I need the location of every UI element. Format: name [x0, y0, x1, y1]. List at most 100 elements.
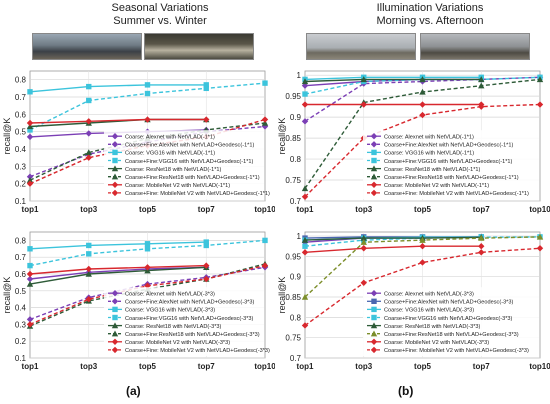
seasonal-chart-1x1: 0.1 0.2 0.3 0.4 0.5 0.6 0.7 0.8 top1 top3 top5 top7…: [2, 70, 275, 214]
data-point: [536, 233, 544, 240]
legend-entry: Coarse+Fine:VGG16 with NetVLAD+Geodesc(-…: [125, 316, 254, 322]
data-point: [85, 154, 92, 161]
data-point: [26, 280, 34, 287]
series-line: [29, 84, 207, 93]
data-point: [203, 242, 209, 249]
data-point: [301, 249, 309, 256]
legend-entry: Coarse: ResNet18 with NetVLAD(-1*1): [125, 167, 222, 173]
data-point: [144, 116, 151, 123]
x-tick-label: top5: [414, 362, 431, 371]
data-point: [26, 123, 34, 130]
series-line: [29, 266, 207, 285]
data-point: [203, 116, 210, 123]
data-point: [261, 123, 269, 130]
legend-entry: Coarse+Fine:VGG16 with NetVLAD+Geodesc(-…: [384, 316, 513, 322]
data-point: [26, 133, 34, 141]
series-line: [29, 125, 266, 178]
morning-photo-thumbnail: [306, 33, 416, 60]
data-point: [419, 76, 426, 83]
legend-swatch-marker: [111, 133, 119, 140]
y-axis-label: recall@K: [2, 277, 12, 314]
legend-entry: Coarse: VGG16 with NetVLAD(-1*1): [384, 151, 474, 157]
x-tick-label: top5: [139, 362, 156, 371]
legend-entry: Coarse+Fine:ResNet18 with NetVLAD+Geodes…: [384, 332, 519, 338]
series-line: [29, 264, 207, 275]
data-point: [86, 251, 92, 257]
data-point: [261, 119, 269, 126]
data-point: [478, 234, 485, 241]
data-point: [85, 265, 92, 273]
illumination-chart-3x3: 0.7 0.75 0.8 0.85 0.9 0.95 1 top1 top3 top5 top7 to…: [277, 231, 550, 371]
legend-entry: Coarse: MobileNet V2 with NetVLAD(-3*3): [125, 340, 230, 346]
data-point: [301, 322, 309, 329]
legend-swatch-marker: [371, 306, 377, 313]
legend-swatch-marker: [370, 133, 378, 140]
y-tick-label: 1: [297, 232, 302, 241]
data-point: [27, 262, 33, 269]
y-tick-label: 0.6: [15, 270, 27, 279]
data-point: [478, 243, 485, 250]
x-tick-label: top5: [139, 205, 156, 214]
data-point: [144, 282, 151, 289]
series-line: [304, 76, 482, 81]
legend-swatch-marker: [111, 346, 119, 354]
data-point: [86, 242, 92, 249]
y-tick-label: 0.95: [285, 92, 301, 101]
data-point: [301, 236, 309, 243]
series-line: [304, 245, 482, 253]
legend-swatch-marker: [370, 181, 378, 188]
legend-entry: Coarse: MobileNet V2 with NetVLAD(-1*1): [384, 183, 489, 189]
data-point: [419, 111, 426, 119]
x-tick-label: top1: [22, 205, 39, 214]
data-point: [536, 101, 544, 108]
data-point: [203, 262, 210, 269]
y-tick-label: 0.2: [15, 180, 27, 189]
legend-swatch-marker: [112, 314, 118, 321]
y-tick-label: 0.3: [15, 320, 27, 329]
data-point: [419, 101, 426, 108]
x-tick-label: top7: [198, 362, 215, 371]
x-tick-label: top3: [355, 362, 372, 371]
seasonal-chart-3x3: 0.1 0.2 0.3 0.4 0.5 0.6 0.7 0.8 top1 top3 top5 top7…: [2, 231, 275, 371]
data-point: [26, 177, 34, 183]
legend-swatch-marker: [371, 157, 377, 164]
legend-swatch-marker: [111, 290, 119, 297]
legend-swatch-marker: [370, 330, 378, 337]
x-tick-label: top7: [473, 362, 490, 371]
x-tick-label: top3: [80, 362, 97, 371]
panel-label-a: (a): [126, 384, 141, 398]
data-point: [478, 82, 485, 89]
afternoon-photo-thumbnail: [420, 33, 530, 60]
y-tick-label: 0.9: [290, 113, 302, 122]
legend-swatch-marker: [371, 298, 377, 304]
legend-entry: Coarse+Fine:AlexNet with NetVLAD+Geodesc…: [384, 143, 513, 149]
y-tick-label: 0.75: [285, 176, 301, 185]
legend-entry: Coarse+Fine:AlexNet with NetVLAD+Geodesc…: [125, 300, 254, 306]
data-point: [419, 259, 426, 266]
x-tick-label: top3: [355, 205, 372, 214]
y-tick-label: 0.3: [15, 162, 27, 171]
data-point: [262, 237, 268, 244]
legend-entry: Coarse: Alexnet with NetVLAD(-1*1): [384, 135, 474, 141]
legend-entry: Coarse+Fine:AlexNet with NetVLAD+Geodesc…: [384, 300, 513, 306]
data-point: [360, 234, 367, 241]
data-point: [26, 180, 34, 187]
x-tick-label: top7: [198, 205, 215, 214]
data-point: [419, 236, 426, 243]
data-point: [536, 76, 544, 83]
data-point: [203, 239, 209, 245]
y-tick-label: 0.85: [285, 293, 301, 302]
y-tick-label: 0.85: [285, 134, 301, 143]
winter-photo-thumbnail: [144, 33, 254, 60]
legend-swatch-marker: [370, 165, 378, 172]
legend-entry: Coarse+Fine: MobileNet V2 with NetVLAD+G…: [384, 348, 529, 354]
y-tick-label: 0.75: [285, 334, 301, 343]
legend-entry: Coarse: VGG16 with NetVLAD(-3*3): [384, 308, 474, 314]
data-point: [26, 173, 34, 180]
legend-entry: Coarse: MobileNet V2 with NetVLAD(-3*3): [384, 340, 489, 346]
y-tick-label: 0.8: [290, 155, 302, 164]
legend-entry: Coarse: Alexnet with NetVLAD(-1*1): [125, 135, 215, 141]
data-point: [26, 316, 34, 323]
data-point: [85, 130, 92, 137]
legend-swatch-marker: [111, 298, 119, 305]
